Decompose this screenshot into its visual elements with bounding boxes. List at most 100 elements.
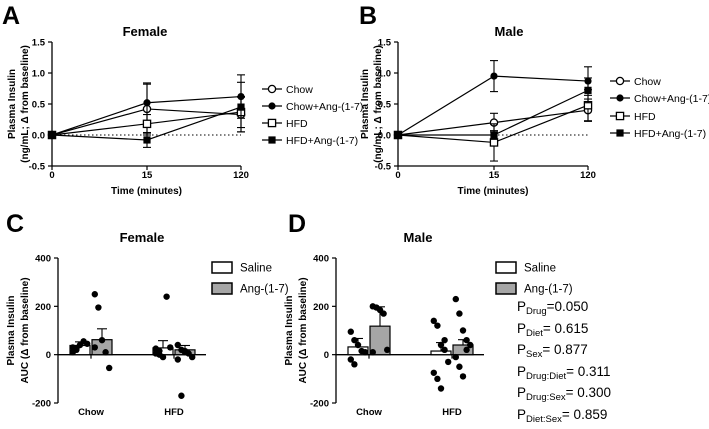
stat-drug: PDrug=0.050 [517,299,589,317]
data-point [463,336,470,344]
data-point [441,336,448,344]
data-point [106,364,113,372]
legend-label: Ang-(1-7) [240,284,289,296]
chart-title: Female [120,230,165,245]
legend-marker [615,76,625,86]
y-tick-label: -200 [310,399,329,410]
legend-item-saline: Saline [495,261,556,275]
legend-label: Saline [524,263,556,275]
legend-item-hfd: HFD [610,111,656,123]
legend-label: HFD [286,118,308,130]
x-tick-label: 0 [395,170,400,181]
x-tick-label: 15 [489,170,500,181]
legend-item-hfd-ang-1-7: HFD+Ang-(1-7) [262,135,358,147]
legend-item-chow: Chow [610,76,661,88]
y-tick-label: 0 [324,350,329,361]
legend-item-saline: Saline [211,261,272,275]
stat-sex: PSex= 0.877 [517,342,588,361]
stat-diet: PDiet= 0.615 [517,320,589,339]
data-point [380,310,387,317]
y-tick-label: 200 [313,302,329,313]
y-tick-label: -200 [32,399,51,410]
data-point [369,349,376,356]
series-hfd-ang-1-7 [48,81,245,148]
legend-label: Chow [634,76,661,88]
chart-title: Male [495,24,524,39]
data-point [347,356,354,363]
y-tick-label: 0.0 [378,131,391,142]
y-tick-label: 200 [35,302,51,313]
bar-chart-female: -200 0 200 400 Plasma Insulin AUC (Δ from bas… [6,230,289,418]
y-axis-label: (ng/mL; Δ from baseline) [20,45,31,163]
data-point [384,346,391,354]
x-tick-label: Chow [78,407,104,418]
y-axis-label: (ng/mL; Δ from baseline) [373,45,384,163]
data-point [354,341,362,349]
data-point [430,317,437,325]
legend-label: Ang-(1-7) [524,284,573,296]
data-point [174,341,181,349]
y-axis-label: AUC (Δ from baseline) [298,277,309,383]
y-tick-label: 1.0 [32,69,45,80]
data-point [156,351,163,358]
data-point [490,131,498,139]
data-point [142,119,152,129]
data-point [489,138,499,147]
x-axis-label: Time (minutes) [458,186,529,197]
y-axis-label: Plasma Insulin [7,69,18,139]
data-point [189,353,196,361]
stats-block: PDrug=0.050 PDiet= 0.615 PSex= 0.877 PDr… [517,299,611,429]
data-point [445,358,452,366]
panel-label-a: A [2,2,20,30]
legend-swatch [211,282,233,295]
legend-marker [616,129,624,137]
stat-drug-diet: PDrug:Diet= 0.311 [517,363,611,382]
data-point [490,72,498,80]
panel-label-d: D [288,210,306,238]
x-tick-label: HFD [164,407,184,418]
legend-label: Chow+Ang-(1-7) [634,93,709,105]
legend-marker [615,111,625,121]
x-tick-label: HFD [442,407,462,418]
legend-marker [267,118,277,128]
x-axis-label: Time (minutes) [111,186,182,197]
y-tick-label: 1.5 [378,38,392,49]
series-hfd-ang-1-7 [394,77,592,140]
series-ang-1-7 [91,291,196,399]
series-saline [69,293,174,361]
data-point [351,336,358,344]
x-tick-label: 120 [233,170,249,181]
x-tick-label: 15 [142,170,153,181]
data-point [91,291,99,298]
data-point [452,353,459,361]
stat-drug-sex: PDrug:Sex= 0.300 [517,385,612,404]
panel-label-b: B [359,2,377,30]
y-tick-label: 1.5 [32,38,46,49]
y-tick-label: 0 [46,350,51,361]
legend-label: Saline [240,263,272,275]
legend-marker [616,94,624,102]
y-tick-label: 400 [35,254,51,265]
bar [430,350,452,356]
y-axis-label: Plasma Insulin [6,295,17,365]
data-point [237,103,245,111]
data-point [441,346,448,354]
legend-item-ang-1-7: Ang-(1-7) [495,282,573,296]
legend-item-hfd-ang-1-7: HFD+Ang-(1-7) [610,128,706,140]
data-point [98,336,106,344]
data-point [430,369,437,376]
data-point [143,136,151,144]
legend-label: Chow+Ang-(1-7) [286,101,363,113]
y-tick-label: 0.5 [378,100,392,111]
data-point [434,375,441,383]
legend-item-ang-1-7: Ang-(1-7) [211,282,289,296]
data-point [143,99,151,107]
legend-label: HFD+Ang-(1-7) [286,135,358,147]
legend-marker [268,136,276,144]
data-point [84,340,91,347]
legend-marker [268,102,276,110]
legend-item-chow-ang-1-7: Chow+Ang-(1-7) [262,101,363,113]
data-point [95,304,102,311]
legend-swatch [211,261,233,274]
data-point [174,356,181,363]
